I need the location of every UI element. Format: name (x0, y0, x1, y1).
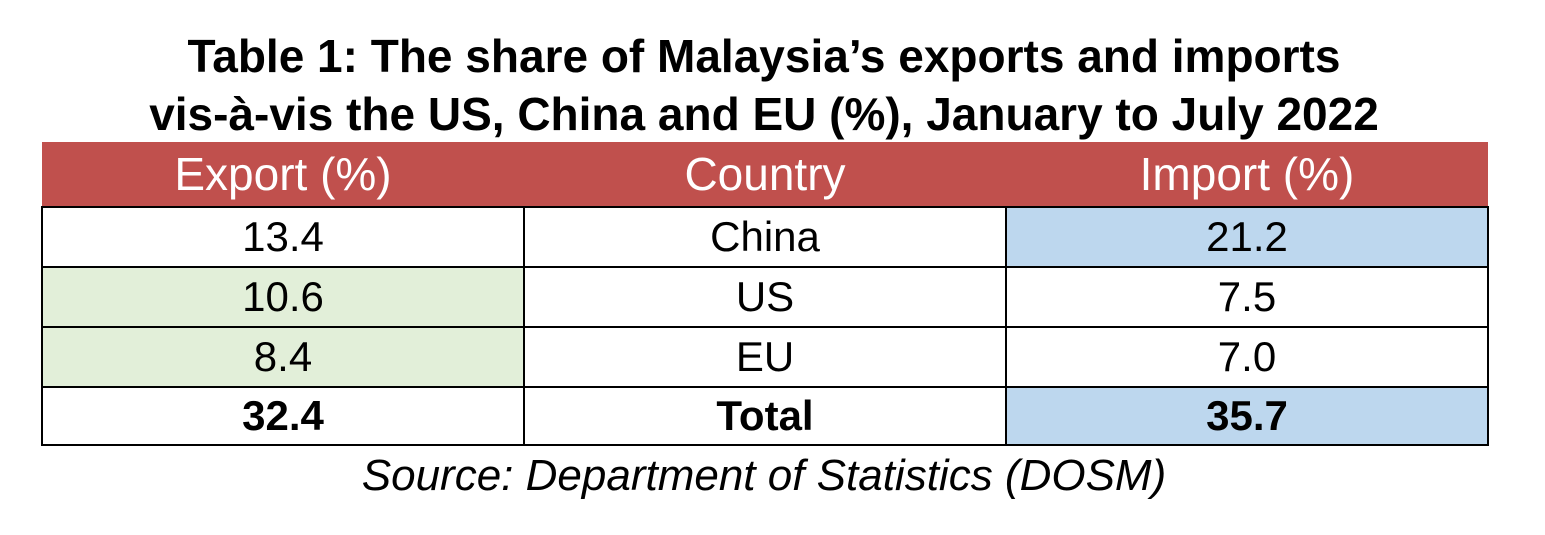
header-import: Import (%) (1006, 142, 1488, 207)
header-export: Export (%) (42, 142, 524, 207)
trade-share-table: Export (%) Country Import (%) 13.4 China… (41, 142, 1489, 446)
total-row: 32.4 Total 35.7 (41, 386, 1489, 446)
source-note: Source: Department of Statistics (DOSM) (361, 451, 1167, 500)
header-country: Country (524, 142, 1006, 207)
country-cell: US (523, 266, 1007, 328)
export-cell: 13.4 (41, 206, 525, 268)
table-title-line-2: vis-à-vis the US, China and EU (%), Janu… (149, 88, 1379, 140)
table-row: 8.4 EU 7.0 (41, 326, 1489, 388)
export-total-cell: 32.4 (41, 386, 525, 446)
total-label-cell: Total (523, 386, 1007, 446)
import-cell: 7.5 (1005, 266, 1489, 328)
country-cell: EU (523, 326, 1007, 388)
import-total-cell: 35.7 (1005, 386, 1489, 446)
export-cell: 10.6 (41, 266, 525, 328)
header-row: Export (%) Country Import (%) (42, 142, 1488, 207)
table-row: 13.4 China 21.2 (41, 206, 1489, 268)
table-row: 10.6 US 7.5 (41, 266, 1489, 328)
country-cell: China (523, 206, 1007, 268)
import-cell: 7.0 (1005, 326, 1489, 388)
import-cell: 21.2 (1005, 206, 1489, 268)
table-title-line-1: Table 1: The share of Malaysia’s exports… (187, 30, 1341, 82)
export-cell: 8.4 (41, 326, 525, 388)
